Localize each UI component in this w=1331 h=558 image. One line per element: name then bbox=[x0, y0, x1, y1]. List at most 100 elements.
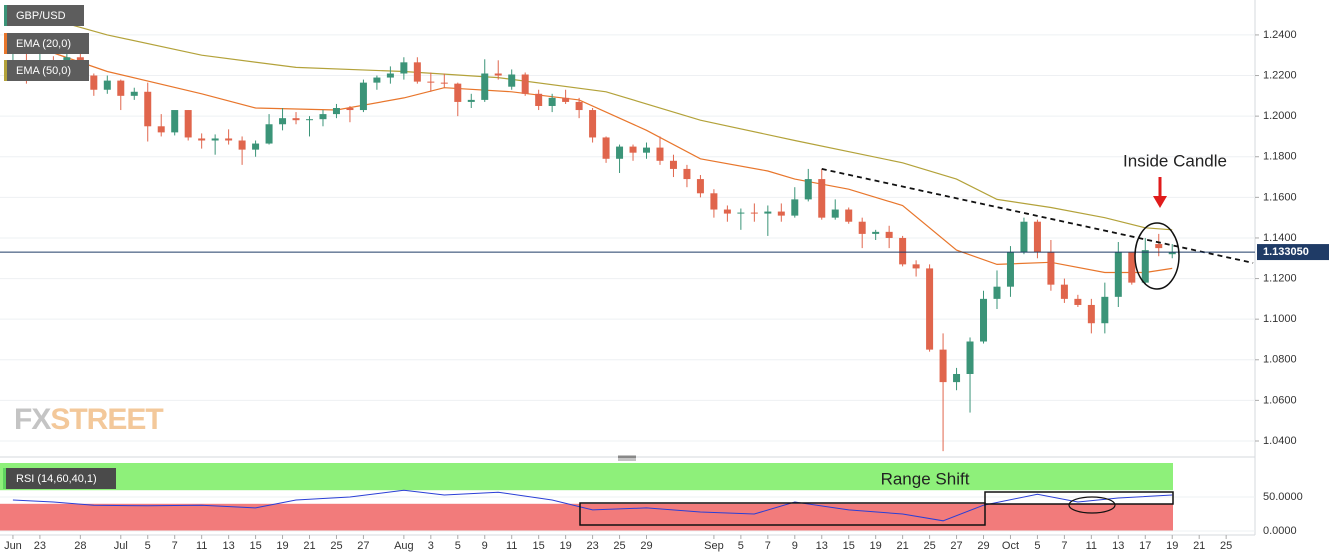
range-box bbox=[984, 491, 1174, 505]
y-tick-label: 1.2200 bbox=[1263, 69, 1297, 81]
x-tick-label: 25 bbox=[330, 540, 342, 552]
candle-body bbox=[1168, 252, 1176, 255]
legend-box bbox=[4, 33, 89, 54]
candle-body bbox=[440, 82, 448, 84]
x-tick-label: 21 bbox=[303, 540, 315, 552]
x-tick-label: 9 bbox=[792, 540, 798, 552]
lower-band bbox=[0, 503, 1173, 531]
x-tick-label: 15 bbox=[533, 540, 545, 552]
x-tick-label: 27 bbox=[357, 540, 369, 552]
legend-swatch bbox=[4, 5, 7, 26]
range-box bbox=[579, 502, 986, 526]
candle-body bbox=[494, 73, 502, 76]
ema-line bbox=[12, 7, 1173, 231]
current-price-box bbox=[1257, 244, 1329, 261]
candle-body bbox=[1114, 252, 1122, 297]
candle-body bbox=[885, 231, 893, 238]
legend-box bbox=[3, 468, 116, 489]
candle-body bbox=[953, 373, 961, 383]
x-tick-label: 13 bbox=[816, 540, 828, 552]
candle-body bbox=[238, 140, 246, 150]
x-tick-label: 29 bbox=[640, 540, 652, 552]
y-tick-label: 1.2400 bbox=[1263, 29, 1297, 41]
candle-body bbox=[980, 298, 988, 342]
candle-body bbox=[427, 81, 435, 83]
candle-body bbox=[157, 126, 165, 133]
candle-body bbox=[373, 77, 381, 83]
x-tick-label: 13 bbox=[222, 540, 234, 552]
candle-body bbox=[198, 138, 206, 141]
candle-body bbox=[332, 108, 340, 115]
x-tick-label: 21 bbox=[897, 540, 909, 552]
x-tick-label: 11 bbox=[1086, 540, 1097, 552]
candle-body bbox=[589, 110, 597, 138]
legend-box bbox=[4, 5, 84, 26]
rsi-title: RSI (14,60,40,1) bbox=[16, 473, 97, 485]
candle-body bbox=[764, 211, 772, 214]
legend-label: EMA (20,0) bbox=[16, 38, 71, 50]
candle-body bbox=[1155, 244, 1163, 249]
legend-swatch bbox=[4, 60, 7, 81]
x-tick-label: 23 bbox=[34, 540, 46, 552]
candle-body bbox=[616, 146, 624, 159]
y-tick-label: 1.1400 bbox=[1263, 232, 1297, 244]
candle-body bbox=[1060, 284, 1068, 299]
candle-body bbox=[629, 146, 637, 153]
x-tick-label: 5 bbox=[738, 540, 744, 552]
x-tick-label: 15 bbox=[843, 540, 855, 552]
y-tick-label: 1.1600 bbox=[1263, 191, 1297, 203]
x-tick-label: 3 bbox=[428, 540, 434, 552]
x-tick-label: 19 bbox=[560, 540, 572, 552]
candle-body bbox=[413, 62, 421, 82]
candle-body bbox=[575, 101, 583, 111]
candle-body bbox=[292, 118, 300, 121]
x-tick-label: 11 bbox=[506, 540, 517, 552]
x-tick-label: 21 bbox=[1193, 540, 1205, 552]
candle-body bbox=[656, 147, 664, 161]
candle-body bbox=[858, 221, 866, 234]
y-tick-label: 1.0800 bbox=[1263, 354, 1297, 366]
candle-body bbox=[723, 209, 731, 214]
x-tick-label: 27 bbox=[950, 540, 962, 552]
y-tick-label: 1.1000 bbox=[1263, 313, 1297, 325]
legend-box bbox=[4, 60, 89, 81]
x-tick-label: 23 bbox=[586, 540, 598, 552]
candle-body bbox=[130, 91, 138, 96]
arrow-head bbox=[1153, 196, 1167, 208]
marks bbox=[0, 7, 1255, 522]
candle-body bbox=[669, 160, 677, 169]
candle-body bbox=[103, 80, 111, 90]
candle-body bbox=[1087, 304, 1095, 324]
candle-body bbox=[831, 209, 839, 218]
y-tick-label: 1.0400 bbox=[1263, 435, 1297, 447]
candle-body bbox=[872, 231, 880, 234]
y-tick-label: 1.2000 bbox=[1263, 110, 1297, 122]
candle-body bbox=[481, 73, 489, 100]
x-tick-label: 17 bbox=[1139, 540, 1151, 552]
candle-body bbox=[319, 114, 327, 120]
y-tick-label: 1.0600 bbox=[1263, 394, 1297, 406]
candle-body bbox=[454, 83, 462, 102]
candle-body bbox=[602, 137, 610, 159]
watermark-street: STREET bbox=[50, 403, 163, 436]
candle-body bbox=[696, 179, 704, 194]
candle-body bbox=[1101, 296, 1109, 324]
candle-body bbox=[265, 124, 273, 144]
x-tick-label: 29 bbox=[977, 540, 989, 552]
x-tick-label: 7 bbox=[172, 540, 178, 552]
rsi-ellipse bbox=[1068, 496, 1116, 514]
candle-body bbox=[939, 349, 947, 383]
x-tick-label: Sep bbox=[704, 540, 724, 552]
x-tick-label: 25 bbox=[923, 540, 935, 552]
x-tick-label: 5 bbox=[1034, 540, 1040, 552]
resize-handle[interactable] bbox=[618, 455, 636, 461]
x-tick-label: 5 bbox=[455, 540, 461, 552]
watermark: FXSTREET bbox=[14, 403, 163, 436]
candle-body bbox=[683, 168, 691, 180]
candle-body bbox=[818, 179, 826, 218]
candle-body bbox=[966, 341, 974, 374]
candle-body bbox=[912, 264, 920, 269]
candle-body bbox=[184, 110, 192, 138]
